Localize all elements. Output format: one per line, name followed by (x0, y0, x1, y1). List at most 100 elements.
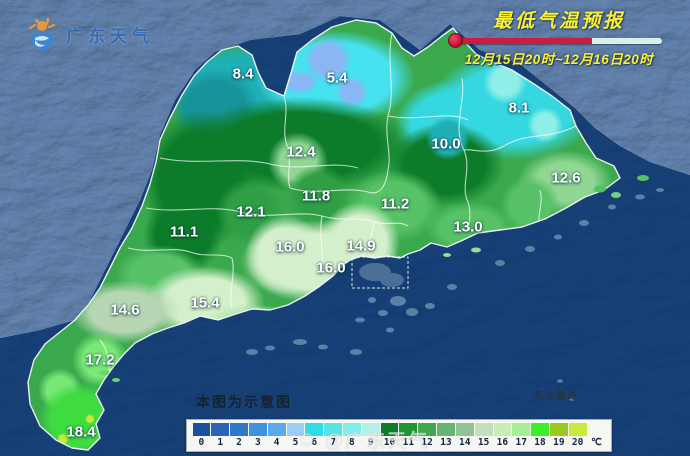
temp-label: 11.8 (301, 187, 331, 205)
legend-swatch (380, 423, 399, 436)
legend-swatch (211, 423, 230, 436)
temp-label: 14.6 (110, 301, 140, 319)
logo-text: 广东天气 (66, 26, 154, 46)
legend-tick-label: 16 (496, 437, 509, 448)
legend-cell: 1 (211, 423, 230, 449)
temp-label: 15.4 (190, 294, 220, 312)
thermometer-graphic (448, 33, 670, 48)
legend-unit: ℃ (587, 423, 606, 449)
legend-tick-label: 13 (440, 437, 452, 448)
temp-label: 12.6 (551, 169, 581, 187)
legend-cell: 20 (568, 423, 587, 449)
legend-swatch (286, 423, 305, 436)
legend-cell: 5 (286, 423, 305, 449)
legend-swatch (437, 423, 455, 436)
legend-cell: 8 (343, 423, 362, 449)
legend-cell: 7 (324, 423, 343, 449)
temp-label: 11.2 (380, 195, 410, 213)
legend-tick-label: 3 (254, 437, 261, 448)
legend-swatch (267, 423, 286, 436)
legend-swatch (418, 423, 437, 436)
islands (99, 175, 664, 401)
legend-tick-label: 20 (571, 437, 584, 448)
legend-tick-label: 18 (534, 437, 546, 448)
legend-swatch (305, 423, 324, 436)
legend-tick-label: 9 (367, 437, 374, 448)
legend-swatch (568, 423, 587, 436)
legend-tick-label: 10 (383, 437, 396, 448)
temp-label: 17.2 (85, 351, 115, 369)
legend-tick-label: 17 (515, 437, 527, 448)
legend-swatch (531, 423, 549, 436)
city-boundaries (99, 32, 577, 385)
legend-cell: 12 (418, 423, 437, 449)
date-range: 12月15日20时~12月16日20时 (464, 52, 654, 67)
legend-swatch (399, 423, 418, 436)
temp-label: 14.9 (346, 237, 376, 255)
weather-mascot-icon (28, 17, 56, 51)
legend-tick-label: 1 (217, 437, 224, 448)
logo: 广东天气 (22, 14, 154, 54)
legend-cell: 3 (248, 423, 267, 449)
legend-swatch (361, 423, 380, 436)
legend-cell: 10 (380, 423, 399, 449)
legend-cell: 9 (361, 423, 380, 449)
temp-label: 12.1 (236, 203, 266, 221)
legend-swatch (324, 423, 342, 436)
legend-cell: 14 (455, 423, 474, 449)
legend-swatch (512, 423, 531, 436)
legend-swatch (248, 423, 267, 436)
temp-label: 5.4 (326, 69, 348, 87)
legend-tick-label: 6 (311, 437, 318, 448)
temp-label: 13.0 (453, 218, 483, 236)
thermometer-bulb-icon (448, 33, 463, 48)
legend-cell: 16 (493, 423, 512, 449)
legend-cell: 19 (549, 423, 568, 449)
temp-label: 8.1 (508, 99, 530, 117)
temp-label: 16.0 (316, 259, 346, 277)
legend-cell: 0 (192, 423, 211, 449)
page-title: 最低气温预报 (492, 11, 625, 32)
temp-label: 12.4 (286, 143, 316, 161)
thermometer-tube (456, 38, 662, 44)
dongsha-islands-label: 东沙群岛 (534, 391, 578, 402)
legend-tick-label: 19 (553, 437, 565, 448)
legend-cell: 11 (399, 423, 418, 449)
legend-tick-label: 15 (477, 437, 490, 448)
legend-cell: 6 (305, 423, 324, 449)
legend-swatch (192, 423, 211, 436)
temp-label: 16.0 (275, 238, 305, 256)
legend-cell: 15 (474, 423, 493, 449)
legend-cell: 2 (230, 423, 249, 449)
header: 最低气温预报 12月15日20时~12月16日20时 (448, 6, 670, 68)
legend-cell: 4 (267, 423, 286, 449)
legend-swatch (230, 423, 248, 436)
hk-macao-dashed-box (351, 256, 409, 289)
legend-cell: 17 (512, 423, 531, 449)
legend-tick-label: 4 (273, 437, 280, 448)
legend-tick-label: 12 (421, 437, 433, 448)
temperature-legend: 0 1 2 3 4 5 6 7 8 9 10 11 12 13 14 15 16 17 18 19 20 ℃ (186, 419, 612, 452)
legend-swatch (343, 423, 361, 436)
legend-swatch (549, 423, 568, 436)
temp-label: 18.4 (66, 423, 96, 441)
legend-tick-label: 2 (236, 437, 242, 448)
legend-unit-spacer (588, 423, 606, 436)
legend-swatch (474, 423, 493, 436)
temp-label: 11.1 (169, 223, 199, 241)
legend-swatch (455, 423, 474, 436)
legend-unit-label: ℃ (591, 437, 602, 448)
legend-swatch (493, 423, 512, 436)
legend-cell: 18 (531, 423, 550, 449)
legend-tick-label: 8 (349, 437, 355, 448)
legend-tick-label: 7 (330, 437, 336, 448)
legend-tick-label: 14 (459, 437, 471, 448)
legend-tick-label: 5 (292, 437, 299, 448)
legend-cell: 13 (437, 423, 456, 449)
temp-label: 10.0 (431, 135, 461, 153)
legend-tick-label: 0 (198, 437, 205, 448)
surrounding-terrain (0, 0, 690, 338)
legend-tick-label: 11 (402, 437, 415, 448)
